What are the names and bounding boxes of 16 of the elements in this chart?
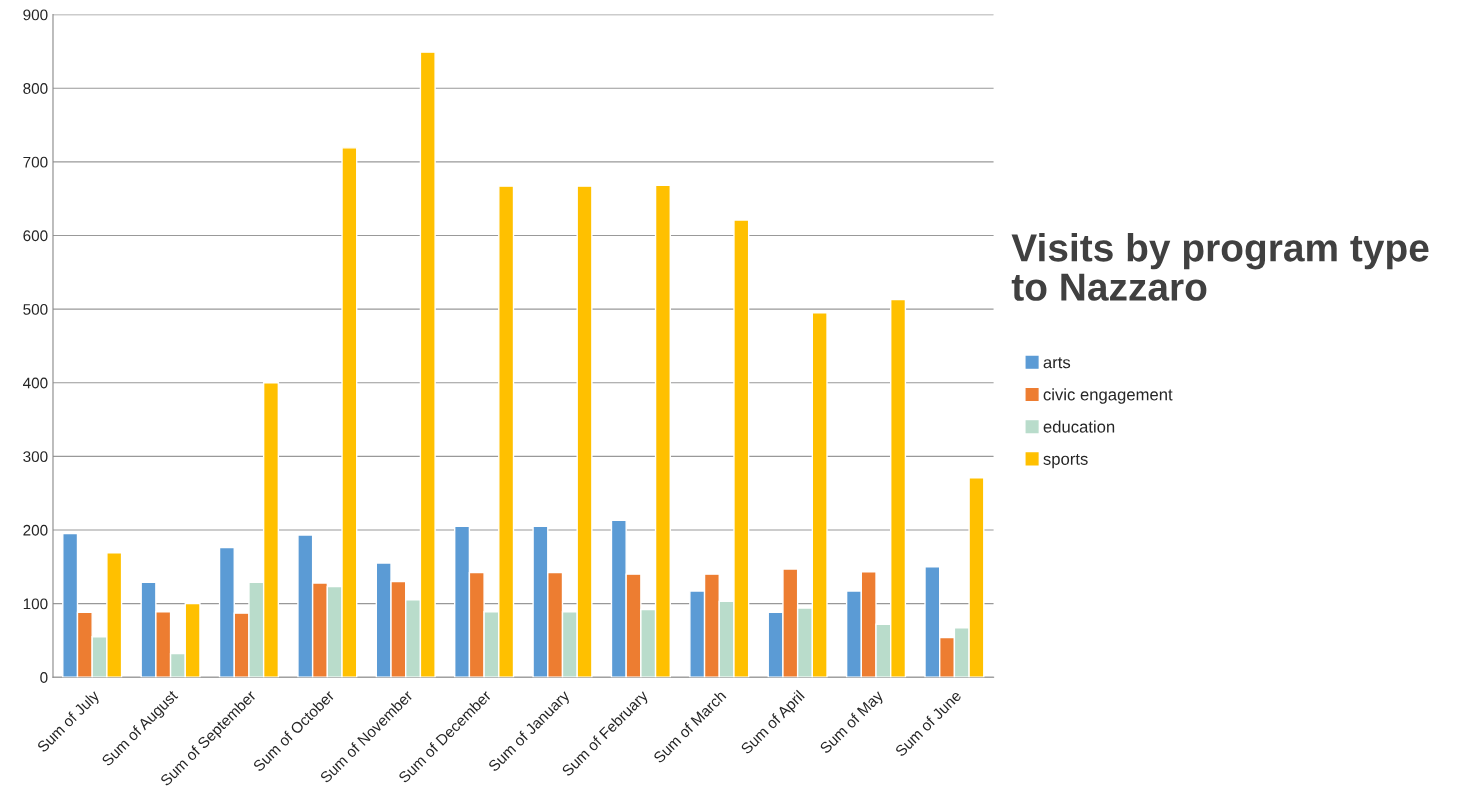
y-tick-label: 200 bbox=[23, 524, 48, 536]
y-tick-label: 100 bbox=[23, 598, 48, 610]
y-tick-label: 900 bbox=[23, 9, 48, 21]
legend-label: arts bbox=[1043, 357, 1071, 369]
legend-label: civic engagement bbox=[1043, 388, 1173, 404]
y-tick-label: 700 bbox=[23, 156, 48, 168]
y-tick-label: 500 bbox=[23, 303, 48, 315]
legend-label: education bbox=[1043, 420, 1115, 433]
y-tick-label: 400 bbox=[22, 377, 48, 389]
text: Visits by program type to Nazzaro bbox=[1011, 233, 1429, 301]
y-tick-label: 300 bbox=[23, 451, 48, 463]
x-tick-label: Sum of May bbox=[818, 689, 887, 757]
y-tick-label: 800 bbox=[23, 83, 48, 94]
legend-label: sports bbox=[1043, 453, 1088, 469]
y-tick-label: 600 bbox=[23, 230, 48, 242]
y-tick-label: 0 bbox=[40, 672, 48, 683]
